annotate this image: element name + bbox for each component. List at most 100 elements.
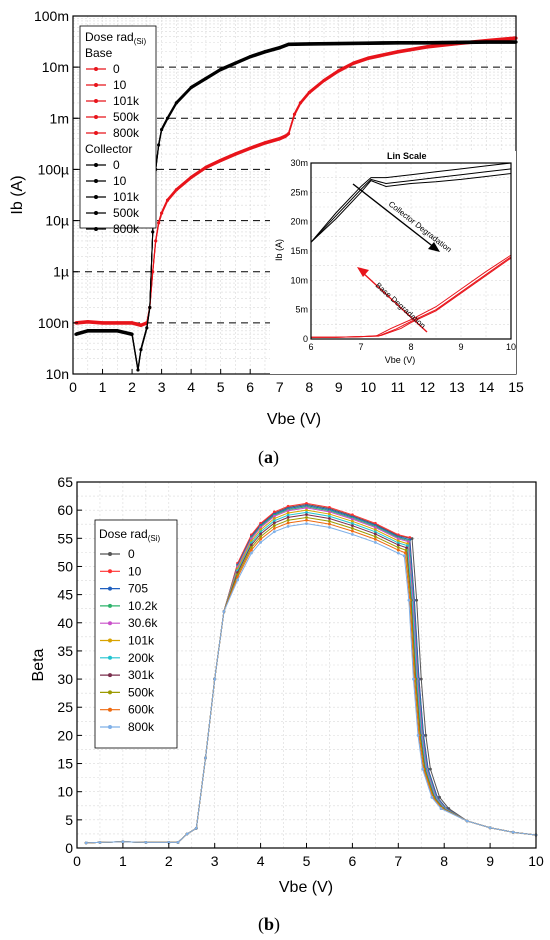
chart-a-series <box>74 36 518 372</box>
chart-b-point-301k <box>328 517 331 520</box>
chart-b-point-800k <box>407 598 411 602</box>
chart-a-point-base <box>278 137 282 141</box>
chart-b-point-10 <box>408 536 412 539</box>
inset-title: Lin Scale <box>387 151 427 161</box>
chart-b-point-200k <box>351 522 354 525</box>
chart-b-legend-marker <box>108 621 112 626</box>
chart-b-legend-marker <box>108 673 112 678</box>
chart-b-point-200k <box>396 541 400 545</box>
chart-b-legend-entry: 705 <box>128 582 148 596</box>
chart-b-point-800k <box>259 541 262 544</box>
inset-series-line-collector <box>310 162 512 243</box>
chart-b-point-101k <box>396 539 400 543</box>
chart-a-point-collector <box>145 326 149 330</box>
chart-b-point-800k <box>167 840 171 844</box>
chart-b-legend-title: Dose rad(Si) <box>99 527 160 543</box>
chart-b-x-tick-label: 0 <box>73 853 81 869</box>
chart-a-legend-entry: 800k <box>113 126 140 140</box>
chart-b-point-800k <box>194 826 198 830</box>
chart-b-point-800k <box>236 578 240 582</box>
chart-b-point-500k <box>404 548 408 552</box>
chart-b-x-tick-label: 9 <box>486 853 494 869</box>
chart-a-point-base <box>298 101 303 105</box>
chart-b-point-101k <box>286 511 290 515</box>
inset-series-line-collector <box>310 173 512 243</box>
chart-a-legend-entry: 800k <box>113 222 140 236</box>
chart-a-point-collector <box>189 85 193 90</box>
chart-b-point-10 <box>305 501 308 505</box>
chart-a: 0 1 2 3 4 5 6 7 8 9 10 11 12 13 14 15 10n100n1µ10µ100µ1… <box>9 8 524 468</box>
chart-a-legend-entry: 500k <box>113 206 140 220</box>
chart-b-series <box>84 501 538 845</box>
chart-b-point-0 <box>438 795 442 799</box>
chart-a-x-tick-label: 3 <box>158 379 166 395</box>
chart-b-point-500k <box>373 535 377 538</box>
chart-a-legend-title-sub: (Si) <box>134 37 147 46</box>
chart-a-point-collector <box>455 40 459 44</box>
chart-b-point-800k <box>84 841 88 845</box>
chart-b-point-301k <box>272 521 276 525</box>
chart-b-x-tick-label: 8 <box>440 853 448 869</box>
inset-x-axis-title: Vbe (V) <box>385 355 416 365</box>
inset-series <box>310 162 512 338</box>
chart-a-point-collector <box>139 347 143 352</box>
chart-a-point-collector <box>174 101 178 105</box>
base-degradation-arrowhead <box>357 267 369 277</box>
chart-a-point-collector <box>130 332 134 336</box>
chart-a-y-tick-label: 10µ <box>45 213 69 229</box>
chart-b-y-tick-label: 0 <box>65 840 73 856</box>
chart-a-point-collector <box>396 41 400 45</box>
chart-b-point-30.6k <box>259 526 262 529</box>
chart-a-point-collector <box>233 61 238 65</box>
chart-b-point-500k <box>259 535 262 538</box>
chart-a-point-base <box>263 141 267 145</box>
chart-b-point-301k <box>250 543 253 547</box>
chart-b-point-600k <box>272 527 276 530</box>
chart-b-y-tick-label: 50 <box>57 558 73 574</box>
chart-b-point-10 <box>396 533 400 537</box>
chart-b-y-tick-label: 55 <box>57 530 73 546</box>
chart-b-point-800k <box>250 551 253 555</box>
chart-a-x-tick-label: 8 <box>305 379 313 395</box>
chart-a-legend-entry: 500k <box>113 110 140 124</box>
chart-a-point-collector <box>151 230 155 234</box>
chart-a-x-tick-label: 4 <box>187 379 195 395</box>
chart-b-point-800k <box>222 610 226 613</box>
chart-b-point-10 <box>328 505 331 509</box>
chart-a-point-base <box>322 78 326 83</box>
chart-a-legend-marker <box>94 83 98 87</box>
chart-b-point-800k <box>328 526 331 529</box>
chart-b-point-30.6k <box>305 506 308 510</box>
chart-b-point-800k <box>511 830 515 834</box>
chart-b-point-800k <box>416 733 420 737</box>
chart-b-point-600k <box>403 551 407 555</box>
chart-a-point-base <box>160 211 164 215</box>
chart-a-point-base <box>248 146 252 150</box>
chart-b-point-0 <box>415 598 419 602</box>
chart-a-point-base <box>425 45 429 49</box>
chart-b-legend-marker <box>108 552 112 556</box>
chart-a-y-tick-label: 10m <box>42 59 69 75</box>
chart-b-point-500k <box>396 546 400 549</box>
chart-b-y-tick-label: 15 <box>57 756 73 772</box>
chart-b-point-500k <box>351 527 354 530</box>
chart-a-point-base <box>154 239 158 243</box>
chart-a-x-tick-label: 6 <box>246 379 254 395</box>
chart-b-legend-marker <box>108 603 112 608</box>
chart-a-point-collector <box>248 55 252 59</box>
chart-b-point-101k <box>373 528 377 532</box>
collector-degradation-arrowhead <box>428 242 440 252</box>
chart-a-y-tick-label: 100µ <box>38 161 69 177</box>
inset-x-tick-label: 6 <box>308 342 313 352</box>
chart-b-y-tick-label: 65 <box>57 474 73 490</box>
chart-a-point-collector <box>263 50 267 54</box>
chart-a-x-tick-label: 11 <box>391 379 406 395</box>
chart-b-point-200k <box>286 513 290 517</box>
chart-b-point-800k <box>121 840 125 844</box>
inset-y-tick-label: 15m <box>290 246 308 256</box>
chart-b-legend-marker <box>108 707 112 712</box>
chart-b-point-101k <box>305 508 308 512</box>
chart-b-point-30.6k <box>272 514 276 518</box>
chart-a-point-collector <box>74 332 78 336</box>
chart-a-x-tick-label: 13 <box>449 379 465 395</box>
